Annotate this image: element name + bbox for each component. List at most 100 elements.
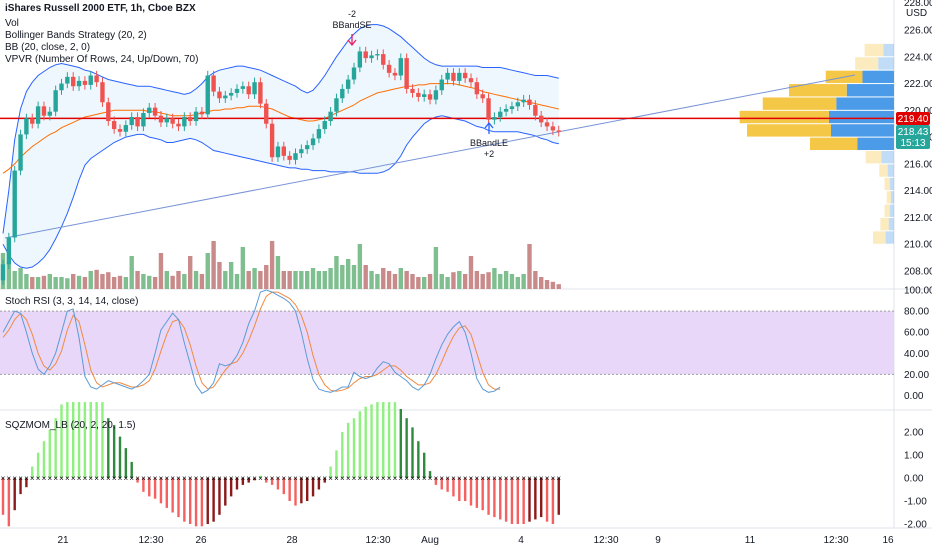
squeeze-marker: × bbox=[434, 474, 439, 483]
squeeze-histogram-bar bbox=[387, 402, 391, 478]
sqz-tick-label: 1.00 bbox=[904, 451, 924, 462]
candle-body bbox=[509, 106, 515, 109]
volume-bar bbox=[351, 265, 357, 289]
candle-body bbox=[410, 88, 415, 93]
volume-bar bbox=[474, 271, 480, 289]
candle-body bbox=[445, 72, 450, 80]
volume-bar bbox=[152, 277, 158, 289]
squeeze-histogram-bar bbox=[118, 436, 122, 478]
candle-body bbox=[539, 115, 544, 123]
volume-bar bbox=[123, 277, 129, 289]
squeeze-marker: × bbox=[164, 474, 169, 483]
stoch-tick-label: 60.00 bbox=[904, 328, 929, 339]
volume-bar bbox=[240, 247, 246, 289]
squeeze-marker: × bbox=[53, 474, 58, 483]
squeeze-marker: × bbox=[486, 474, 491, 483]
volume-bar bbox=[147, 275, 152, 289]
squeeze-histogram-bar bbox=[446, 478, 449, 492]
squeeze-histogram-bar bbox=[534, 478, 537, 520]
squeeze-marker: × bbox=[556, 474, 561, 483]
candle-body bbox=[433, 90, 439, 100]
long-signal-count: +2 bbox=[484, 149, 494, 159]
bb-indicator-label[interactable]: BB (20, close, 2, 0) bbox=[5, 42, 91, 53]
volume-indicator-label[interactable]: Vol bbox=[5, 18, 19, 29]
candle-body bbox=[486, 98, 491, 120]
squeeze-histogram-bar bbox=[112, 425, 116, 478]
candle-body bbox=[381, 54, 386, 65]
volume-bar bbox=[264, 265, 269, 289]
candle-body bbox=[158, 115, 164, 123]
volume-bar bbox=[176, 271, 181, 289]
candle-body bbox=[351, 67, 357, 80]
stoch-axis[interactable]: 100.00 80.00 60.00 40.00 20.00 0.00 bbox=[904, 286, 932, 402]
stoch-rsi-pane bbox=[0, 289, 894, 394]
candle-body bbox=[94, 75, 99, 83]
candle-body bbox=[521, 99, 526, 103]
squeeze-histogram-bar bbox=[265, 478, 268, 483]
squeeze-histogram-bar bbox=[235, 478, 239, 490]
volume-bar bbox=[439, 274, 444, 289]
squeeze-histogram-bar bbox=[352, 418, 356, 478]
squeeze-marker: × bbox=[404, 474, 409, 483]
candle-body bbox=[246, 86, 251, 95]
strategy-indicator-label[interactable]: Bollinger Bands Strategy (20, 2) bbox=[5, 30, 147, 41]
candle-body bbox=[6, 237, 12, 265]
candle-body bbox=[498, 111, 503, 118]
vp-row-down bbox=[878, 57, 894, 70]
time-tick-label: 28 bbox=[286, 535, 298, 546]
candle-body bbox=[205, 75, 210, 115]
bb-basis-line bbox=[2, 83, 559, 174]
symbol-title[interactable]: iShares Russell 2000 ETF, 1h, Cboe BZX bbox=[5, 3, 196, 14]
candle-body bbox=[310, 138, 316, 146]
volume-bar bbox=[316, 271, 322, 289]
candle-body bbox=[106, 102, 111, 122]
squeeze-marker: × bbox=[510, 474, 515, 483]
sqz-tick-label: 0.00 bbox=[904, 474, 924, 485]
vp-row-up bbox=[879, 164, 888, 177]
trend-line[interactable] bbox=[4, 74, 856, 239]
short-signal-label: BBandSE bbox=[332, 20, 371, 30]
squeeze-histogram-bar bbox=[282, 478, 285, 495]
volume-bar bbox=[53, 277, 58, 289]
price-axis[interactable]: 228.00 USD 226.00224.00222.00220.00218.0… bbox=[904, 0, 932, 278]
squeeze-histogram-bar bbox=[294, 478, 297, 506]
volume-bar bbox=[509, 274, 515, 289]
vp-row-down bbox=[883, 43, 894, 57]
trend-line-segment[interactable] bbox=[4, 74, 856, 239]
time-tick-label: 12:30 bbox=[593, 535, 618, 546]
squeeze-momentum-pane: × × × × × × × × × × × × × × × × × × × × × × × × × × × × × × × × × × × × × × × ×… bbox=[1, 402, 561, 527]
squeeze-histogram-bar bbox=[218, 478, 221, 515]
sqzmom-label[interactable]: SQZMOM_LB (20, 2, 20, 1.5) bbox=[5, 420, 136, 431]
squeeze-marker: × bbox=[36, 474, 41, 483]
squeeze-marker: × bbox=[346, 474, 351, 483]
sqz-axis[interactable]: 2.00 1.00 0.00 -1.00 -2.00 bbox=[904, 428, 927, 531]
time-axis[interactable]: 21 12:30 26 28 12:30 Aug 4 12:30 9 11 12:30 16 bbox=[57, 535, 894, 546]
candle-body bbox=[375, 54, 380, 56]
volume-bar bbox=[539, 277, 544, 289]
bb-lower-line bbox=[2, 115, 559, 269]
squeeze-marker: × bbox=[270, 474, 275, 483]
bb-fill bbox=[3, 24, 559, 269]
squeeze-marker: × bbox=[363, 474, 368, 483]
volume-bar bbox=[556, 284, 561, 289]
candle-body bbox=[193, 111, 199, 122]
candle-body bbox=[111, 121, 117, 130]
squeeze-histogram-bar bbox=[411, 427, 414, 478]
squeeze-histogram-bar bbox=[224, 478, 227, 506]
volume-bar bbox=[468, 256, 474, 289]
volume-bar bbox=[76, 275, 82, 289]
candle-body bbox=[141, 113, 146, 127]
volume-bar bbox=[322, 271, 327, 289]
stoch-tick-label: 80.00 bbox=[904, 307, 929, 318]
volume-bar bbox=[503, 271, 509, 289]
vp-row-up bbox=[884, 204, 890, 217]
squeeze-marker: × bbox=[1, 474, 6, 483]
bb-upper-line bbox=[2, 24, 559, 234]
squeeze-histogram-bar bbox=[89, 402, 92, 478]
vpvr-indicator-label[interactable]: VPVR (Number Of Rows, 24, Up/Down, 70) bbox=[5, 54, 199, 65]
squeeze-histogram-bar bbox=[481, 478, 484, 511]
volume-bar bbox=[199, 274, 205, 289]
stoch-rsi-label[interactable]: Stoch RSI (3, 3, 14, 14, close) bbox=[5, 296, 139, 307]
squeeze-histogram-bar bbox=[493, 478, 496, 518]
